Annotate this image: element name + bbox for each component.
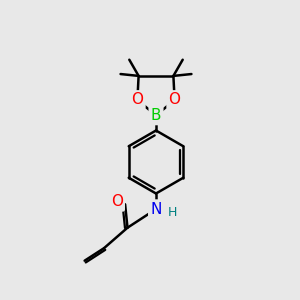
Text: O: O [169,92,181,107]
Text: H: H [167,206,177,219]
Text: O: O [111,194,123,209]
Text: O: O [131,92,143,107]
Text: B: B [151,108,161,123]
Text: N: N [150,202,162,217]
